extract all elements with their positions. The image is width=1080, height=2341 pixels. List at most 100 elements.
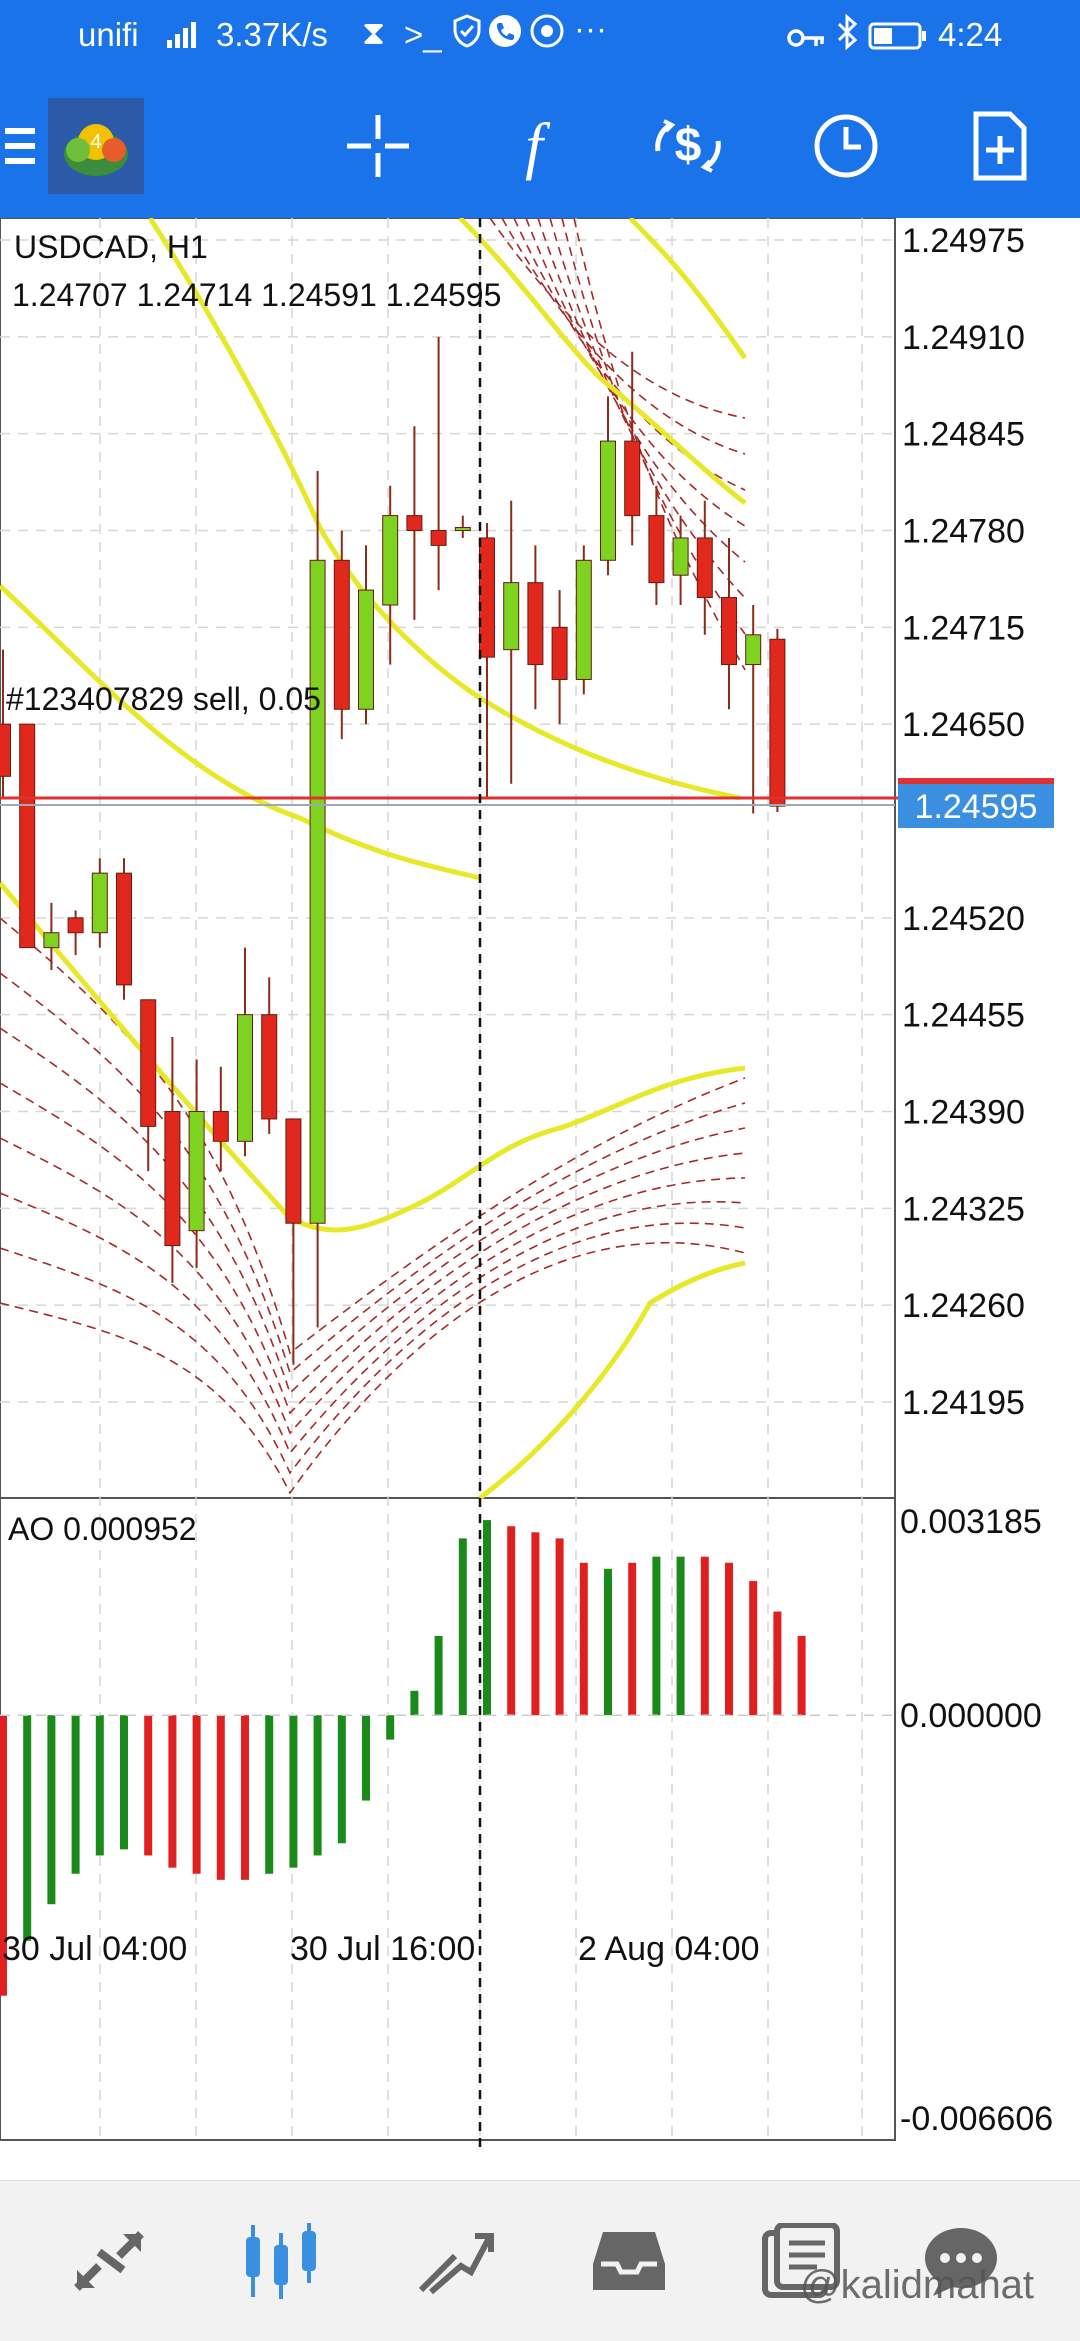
fan-line-lower	[0, 1082, 746, 1415]
candle-body	[406, 515, 423, 532]
candle-body	[212, 1111, 229, 1142]
time-tick-label: 2 Aug 04:00	[578, 1930, 760, 1968]
history-icon[interactable]	[584, 2221, 674, 2301]
candle-body	[43, 932, 60, 949]
menu-icon[interactable]	[0, 106, 40, 186]
history-icon[interactable]	[806, 106, 886, 186]
candle-body	[527, 582, 544, 666]
candle-body	[333, 559, 350, 710]
fan-line-lower	[0, 917, 746, 1355]
ao-bar	[628, 1562, 637, 1716]
ao-bar	[23, 1715, 32, 1941]
ao-bar	[337, 1715, 346, 1844]
ao-bar	[95, 1715, 104, 1856]
ao-bar	[555, 1538, 564, 1716]
fan-line-lower	[0, 1192, 746, 1455]
envelope-line	[0, 584, 481, 881]
price-chart[interactable]: 1.24975 1.24910 1.24845 1.24780 1.24715 1.246…	[0, 216, 1080, 2150]
carrier-label: unifi	[78, 16, 139, 53]
fan-line-upper	[537, 217, 746, 563]
candle-body	[188, 1111, 205, 1232]
ao-bar	[120, 1715, 128, 1850]
ao-tick-label: 0.000000	[900, 1697, 1042, 1735]
more-notifications-icon: ···	[574, 10, 607, 47]
order-label: #123407829 sell, 0.05	[6, 681, 321, 717]
price-tick-label: 1.24325	[902, 1190, 1025, 1228]
fan-line-upper	[561, 217, 746, 635]
ao-bar	[458, 1538, 467, 1716]
trade-icon[interactable]	[410, 2221, 500, 2301]
candle-body	[769, 638, 786, 807]
candle-body	[648, 515, 665, 584]
battery-icon	[868, 20, 928, 58]
terminal-icon: >_	[404, 16, 442, 53]
ao-bar	[652, 1556, 661, 1716]
ao-histogram	[0, 1520, 895, 1996]
svg-text:4: 4	[90, 131, 101, 153]
fan-line-lower	[0, 1027, 746, 1395]
ao-bar	[579, 1562, 588, 1716]
price-tick-label: 1.24520	[902, 900, 1025, 938]
phone-icon	[488, 14, 522, 56]
fan-line-upper	[489, 217, 746, 419]
indicators-icon[interactable]: f	[494, 106, 574, 186]
envelope-line	[0, 881, 746, 1233]
price-tick-label: 1.24390	[902, 1094, 1025, 1132]
candle-body	[721, 597, 737, 666]
ao-bar	[725, 1562, 733, 1716]
time-tick-label: 30 Jul 16:00	[290, 1930, 475, 1968]
candle-body	[575, 559, 592, 680]
new-order-icon[interactable]	[960, 106, 1040, 186]
key-icon	[786, 20, 826, 58]
crosshair-icon[interactable]	[338, 106, 418, 186]
metatrader-logo[interactable]: 4	[48, 98, 144, 194]
candle-body	[600, 440, 616, 561]
news-icon[interactable]	[756, 2221, 846, 2301]
fan-line-lower	[0, 1137, 746, 1435]
chat-icon[interactable]	[916, 2221, 1006, 2301]
candle-body	[696, 537, 713, 599]
fan-line-lower	[0, 972, 746, 1375]
hourglass-icon: ⧗	[362, 14, 386, 51]
fan-line-upper	[513, 217, 746, 491]
candle-body	[503, 582, 520, 651]
bottom-nav: @kalidmahat	[0, 2180, 1080, 2341]
chart-area[interactable]: 1.24975 1.24910 1.24845 1.24780 1.24715 1.246…	[0, 216, 1080, 2150]
quotes-icon[interactable]	[64, 2221, 154, 2301]
ao-bar	[749, 1581, 758, 1716]
candle-body	[19, 723, 36, 949]
candle-body	[91, 872, 108, 934]
price-tick-label: 1.24195	[902, 1384, 1025, 1422]
fan-line-lower	[0, 1222, 746, 1475]
ao-bar	[216, 1715, 225, 1880]
price-tick-label: 1.24910	[902, 319, 1025, 357]
ao-axis: 0.003185 0.000000 -0.006606	[900, 1503, 1053, 2138]
ao-bar	[700, 1556, 709, 1716]
signal-icon	[165, 18, 199, 56]
svg-text:f: f	[525, 111, 551, 181]
candle-body	[164, 1111, 181, 1247]
ao-bar	[168, 1715, 177, 1868]
candle-body	[745, 634, 762, 666]
ao-bar	[0, 1715, 7, 1996]
ao-bar	[289, 1715, 298, 1868]
chart-icon[interactable]	[236, 2221, 326, 2301]
ao-bar	[410, 1690, 419, 1716]
candle-body	[140, 999, 157, 1127]
app-toolbar: 4 f $	[0, 76, 1080, 218]
symbol-timeframe: USDCAD, H1	[14, 229, 208, 265]
price-tick-label: 1.24260	[902, 1287, 1025, 1325]
clock-time: 4:24	[938, 16, 1003, 53]
price-tick-label: 1.24650	[902, 706, 1025, 744]
candle-body	[454, 527, 471, 532]
candle-body	[551, 626, 568, 680]
candle-body	[430, 530, 447, 546]
shield-icon	[452, 14, 482, 56]
ao-bar	[434, 1635, 443, 1716]
time-tick-label: 30 Jul 04:00	[2, 1930, 187, 1968]
candle-body	[479, 537, 495, 658]
trade-icon[interactable]: $	[648, 106, 728, 186]
candle-body	[67, 917, 84, 934]
status-bar: unifi 3.37K/s ⧗ >_ ··· 4:24	[0, 0, 1080, 76]
fan-line-lower	[0, 1242, 746, 1495]
